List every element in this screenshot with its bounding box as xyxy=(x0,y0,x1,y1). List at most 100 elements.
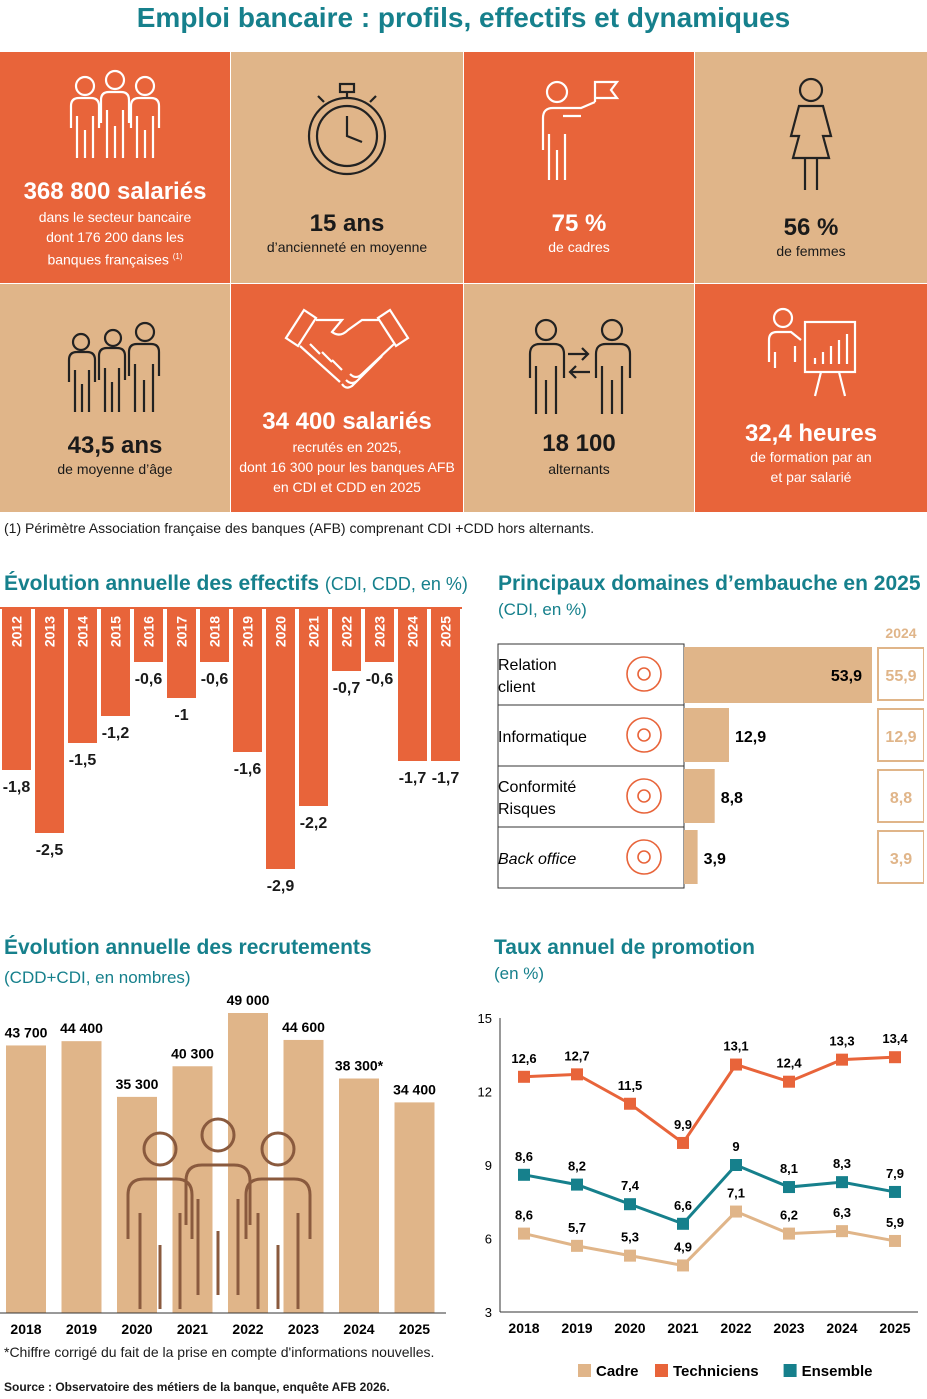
bar xyxy=(365,608,394,662)
bar-2024-box xyxy=(877,647,924,701)
y-tick-label: 15 xyxy=(478,1011,492,1026)
bar xyxy=(299,608,328,806)
bar-value-label: -1,7 xyxy=(432,770,460,787)
bar xyxy=(283,1039,324,1313)
point-label: 6,3 xyxy=(833,1205,851,1220)
embauche-chart: 2024 Relation client 53,9 55,9 Informatique 12… xyxy=(497,625,924,889)
bar-2024-label: 12,9 xyxy=(885,729,916,746)
legend-swatch xyxy=(783,1364,797,1377)
bar-value-label: -0,6 xyxy=(135,671,163,688)
bar-value-label: 3,9 xyxy=(704,851,726,868)
point-label: 12,4 xyxy=(776,1056,802,1071)
category-label: Informatique xyxy=(498,729,587,746)
body-shape xyxy=(184,1163,252,1295)
source: Source : Observatoire des métiers de la … xyxy=(4,1380,390,1394)
series-point xyxy=(677,1136,689,1149)
promotion-title: Taux annuel de promotion xyxy=(494,936,755,959)
promotion-chart: 3 6 9 12 15 2018 2019 2020 2021 2022 2023 2024 2025 8… xyxy=(478,1011,918,1380)
bar-year-label: 2012 xyxy=(9,616,25,647)
point-label: 13,1 xyxy=(723,1039,748,1054)
bar xyxy=(167,608,196,698)
point-label: 8,2 xyxy=(568,1159,586,1174)
point-label: 7,9 xyxy=(886,1166,904,1181)
bar-2024-label: 55,9 xyxy=(885,668,916,685)
woman-icon xyxy=(789,77,833,190)
axis-tick-label: 2018 xyxy=(10,1321,41,1337)
category-label: client xyxy=(498,679,536,696)
series-point xyxy=(677,1259,689,1272)
point-label: 9 xyxy=(732,1139,739,1154)
tile-label: dans le secteur bancaire xyxy=(38,209,192,225)
tile-value: 75 % xyxy=(551,210,607,237)
embauche-unit: (CDI, en %) xyxy=(498,600,587,619)
series-point xyxy=(571,1178,583,1191)
series-point xyxy=(783,1181,795,1194)
bar-value-label: -2,2 xyxy=(300,815,328,832)
icon-detail xyxy=(637,728,651,742)
handshake-icon xyxy=(284,308,410,389)
series-point xyxy=(836,1176,848,1189)
bar xyxy=(2,608,31,770)
bar-year-label: 2025 xyxy=(438,616,454,647)
y-tick-label: 6 xyxy=(485,1232,492,1247)
tile-label: de femmes xyxy=(776,243,846,259)
category-label: Relation xyxy=(498,657,557,674)
icon-detail xyxy=(637,850,651,864)
point-label: 13,3 xyxy=(829,1034,854,1049)
tile-label: de formation par an xyxy=(750,449,872,465)
handshake-icon xyxy=(626,656,662,692)
bar xyxy=(117,1096,157,1313)
bar-value-label: -1,2 xyxy=(102,725,130,742)
series-point xyxy=(889,1051,901,1064)
tile-label: recrutés en 2025, xyxy=(292,439,402,455)
bar-value-label: -1,5 xyxy=(69,752,97,769)
bar-value-label: 40 300 xyxy=(171,1045,214,1061)
bar-year-label: 2017 xyxy=(174,616,190,647)
embauche-title: Principaux domaines d’embauche en 2025 xyxy=(498,572,921,595)
tile-value: 15 ans xyxy=(309,210,385,237)
icon-detail xyxy=(637,667,651,681)
tile-label: banques françaises (1) xyxy=(47,251,183,268)
bar-year-label: 2020 xyxy=(273,616,289,647)
series-point xyxy=(783,1227,795,1240)
tile-anciennete: 15 ans d’ancienneté en moyenne xyxy=(231,52,463,283)
y-tick-label: 9 xyxy=(485,1158,492,1173)
bar-year-label: 2019 xyxy=(240,616,256,647)
recrutements-chart: 43 700 2018 44 400 2019 35 300 2020 40 300 2021… xyxy=(0,995,446,1337)
bar-value-label: -2,9 xyxy=(267,878,295,895)
series-point xyxy=(518,1227,530,1240)
axis-tick-label: 2023 xyxy=(288,1321,319,1337)
body-shape xyxy=(244,1177,312,1309)
bar-year-label: 2022 xyxy=(339,616,355,647)
x-tick-label: 2021 xyxy=(667,1320,698,1336)
bar-value-label: -0,6 xyxy=(366,671,394,688)
bar xyxy=(339,1078,379,1313)
recrutements-footnote: *Chiffre corrigé du fait de la prise en … xyxy=(4,1344,435,1360)
axis-tick-label: 2021 xyxy=(177,1321,208,1337)
bar-2024-label: 8,8 xyxy=(890,790,912,807)
point-label: 6,6 xyxy=(674,1198,692,1213)
tile-label: en CDI et CDD en 2025 xyxy=(273,479,421,495)
icon-outline xyxy=(626,778,662,814)
tile-femmes: 56 % de femmes xyxy=(695,52,927,283)
point-label: 8,6 xyxy=(515,1208,533,1223)
tile-salaries: 368 800 salariés dans le secteur bancair… xyxy=(0,52,230,283)
head-shape xyxy=(260,1131,296,1167)
point-label: 11,5 xyxy=(618,1078,643,1093)
group-icon xyxy=(69,69,161,158)
x-tick-label: 2025 xyxy=(879,1320,910,1336)
bar-value-label: -1,7 xyxy=(399,770,427,787)
promotion-unit: (en %) xyxy=(494,964,545,983)
x-tick-label: 2023 xyxy=(773,1320,804,1336)
stopwatch-icon xyxy=(307,82,387,176)
series-point xyxy=(571,1239,583,1252)
bar-value-label: 49 000 xyxy=(227,995,270,1008)
bar-value-label: 44 600 xyxy=(282,1019,325,1035)
tile-value: 43,5 ans xyxy=(67,432,163,459)
page-title: Emploi bancaire : profils, effectifs et … xyxy=(136,2,791,33)
tile-value: 18 100 xyxy=(542,430,616,457)
bar xyxy=(684,647,872,703)
category-label: Risques xyxy=(498,801,556,818)
series-point xyxy=(730,1205,742,1218)
bar-year-label: 2013 xyxy=(42,616,58,647)
